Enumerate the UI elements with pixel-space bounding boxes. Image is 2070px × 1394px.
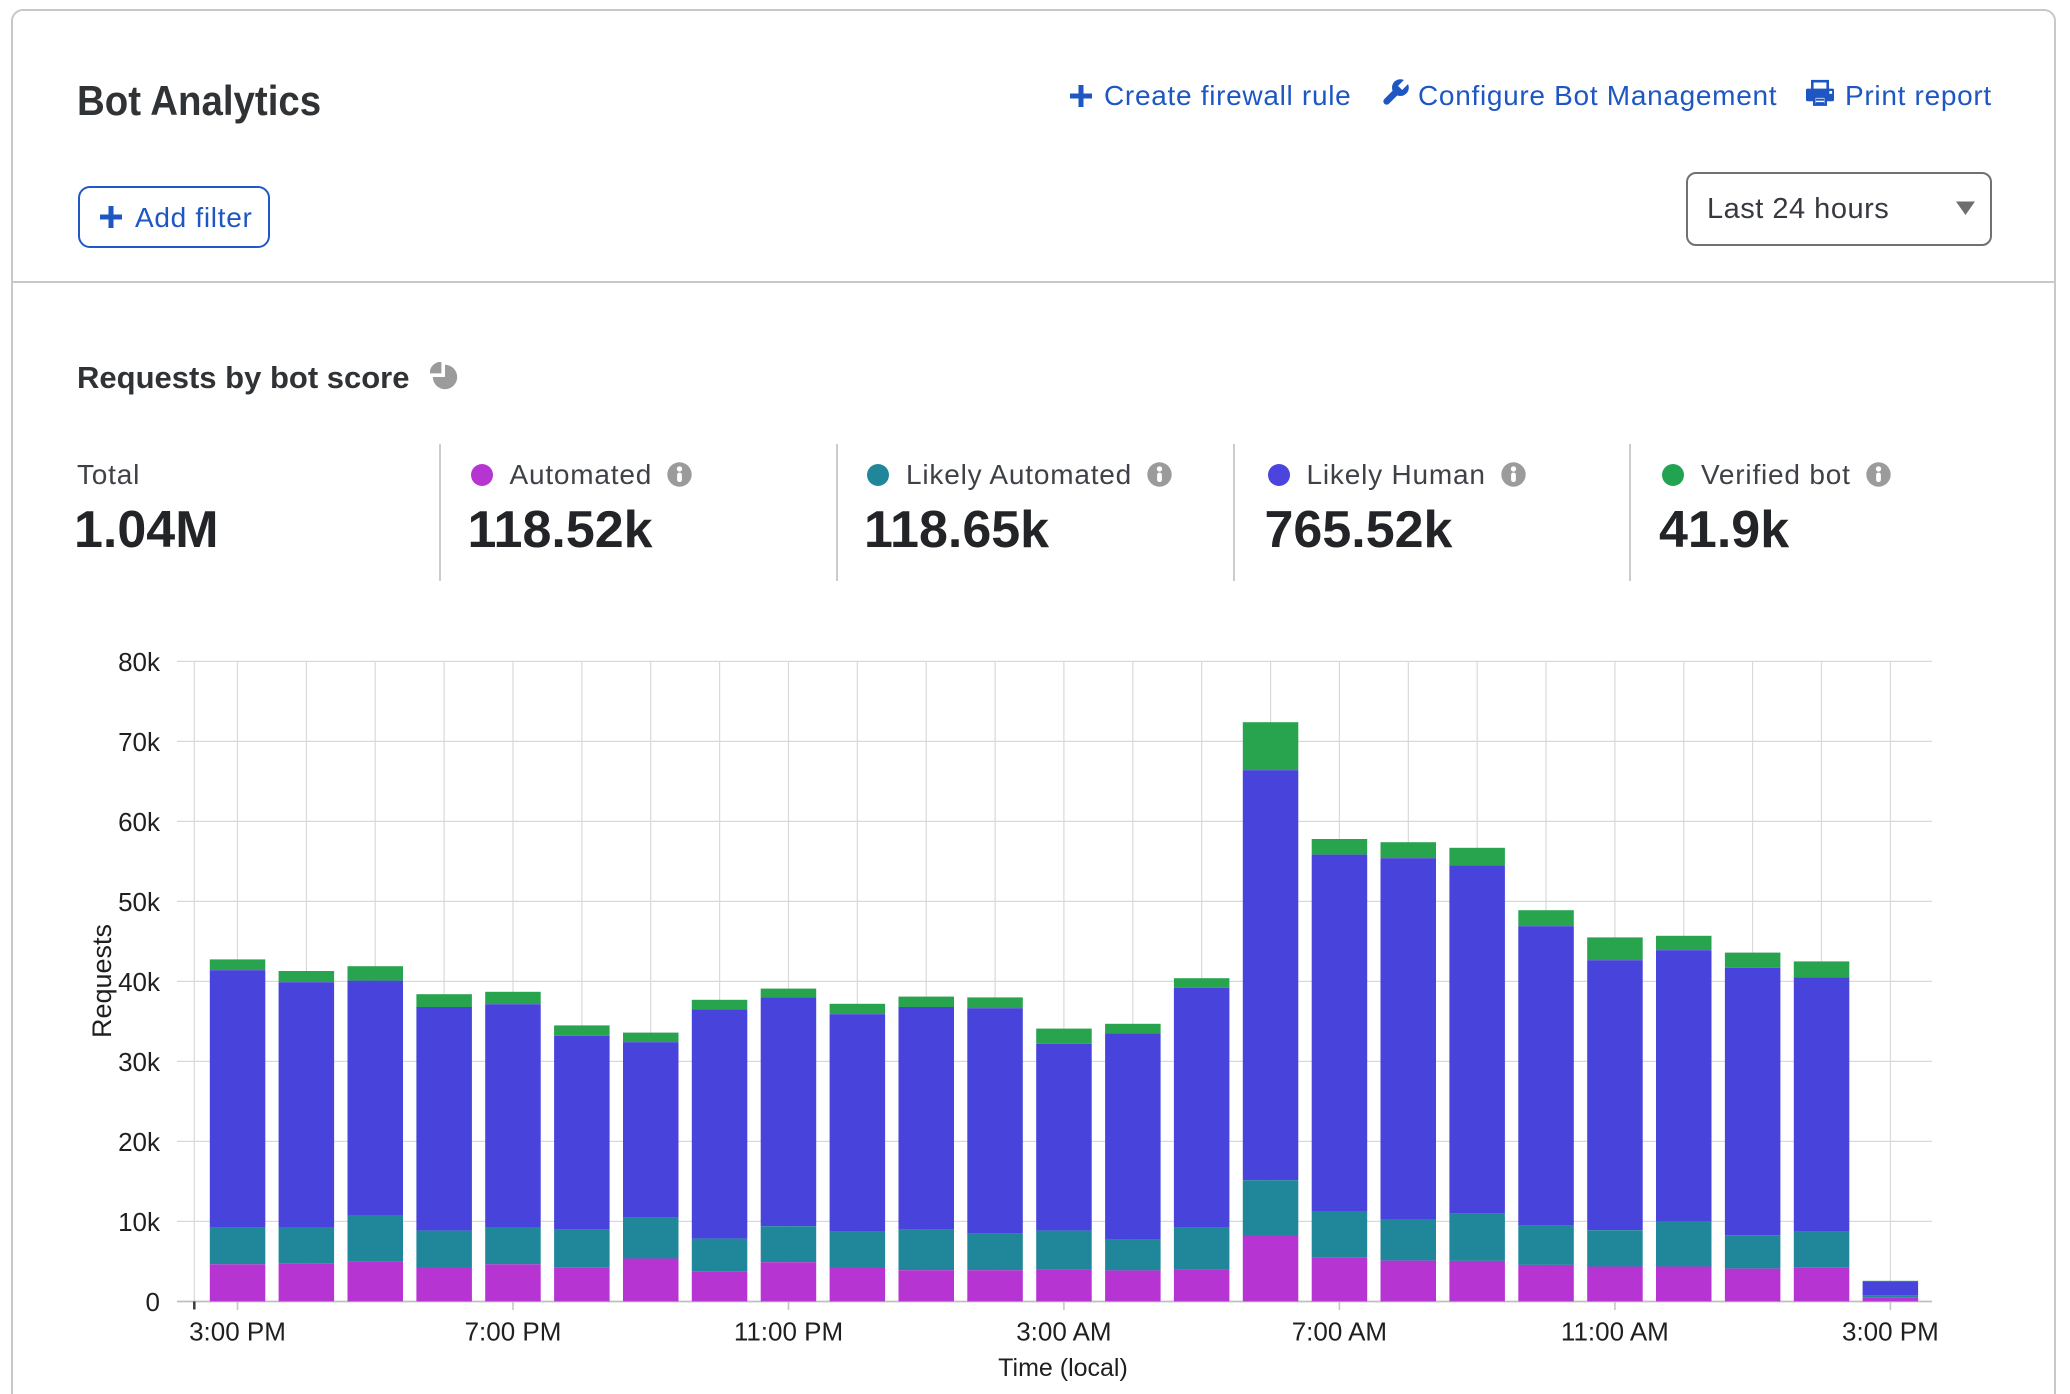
svg-text:11:00 PM: 11:00 PM (734, 1317, 843, 1347)
svg-text:40k: 40k (118, 967, 161, 997)
svg-text:11:00 AM: 11:00 AM (1561, 1317, 1669, 1347)
svg-text:3:00 AM: 3:00 AM (1016, 1317, 1111, 1347)
svg-text:10k: 10k (118, 1207, 161, 1237)
svg-text:80k: 80k (118, 647, 161, 677)
svg-text:20k: 20k (118, 1127, 161, 1157)
svg-text:7:00 AM: 7:00 AM (1292, 1317, 1387, 1347)
svg-text:Time (local): Time (local) (998, 1354, 1128, 1382)
svg-text:60k: 60k (118, 807, 161, 837)
svg-text:70k: 70k (118, 727, 161, 757)
svg-text:7:00 PM: 7:00 PM (465, 1317, 562, 1347)
svg-text:Requests: Requests (87, 924, 117, 1038)
svg-text:3:00 PM: 3:00 PM (189, 1317, 286, 1347)
svg-text:3:00 PM: 3:00 PM (1842, 1317, 1939, 1347)
svg-text:50k: 50k (118, 887, 161, 917)
svg-text:0: 0 (146, 1287, 160, 1317)
svg-text:30k: 30k (118, 1047, 161, 1077)
